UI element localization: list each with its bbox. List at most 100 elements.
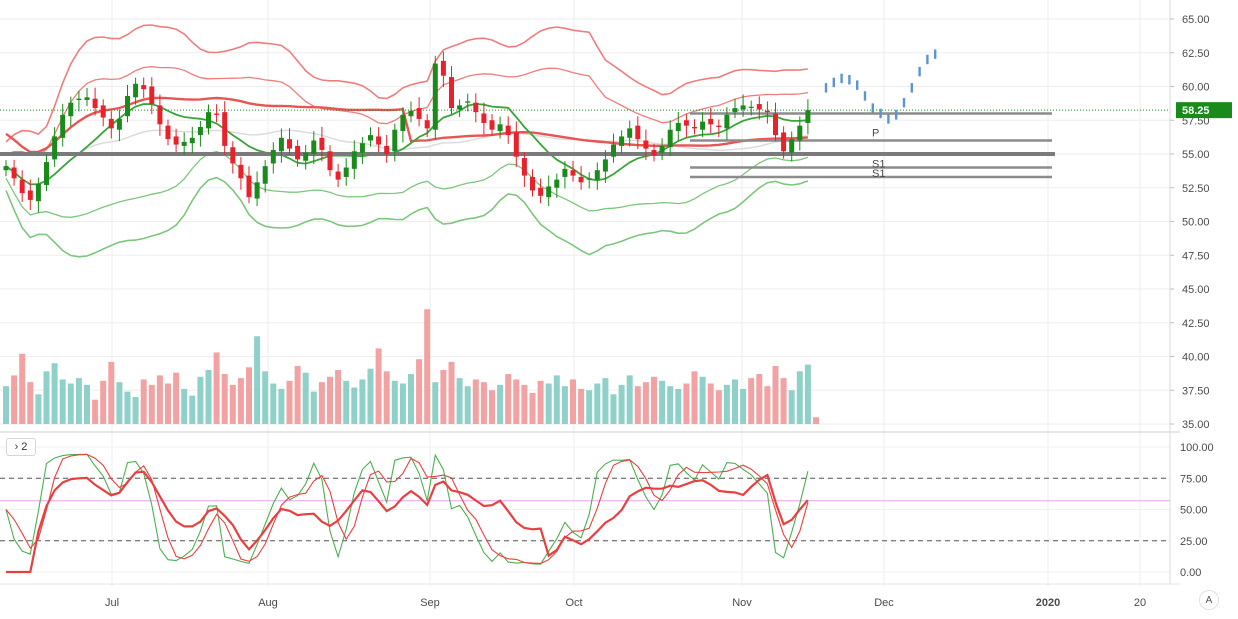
- candle-body: [19, 179, 25, 194]
- oscillator-strength-line: [6, 470, 809, 574]
- candle-body: [116, 118, 122, 130]
- volume-bar: [480, 382, 487, 424]
- candle-body: [797, 125, 803, 141]
- volume-bar: [537, 380, 544, 424]
- price-tick-label: 62.50: [1182, 48, 1210, 60]
- candle-body: [562, 168, 568, 177]
- pivot-label: S1: [872, 159, 885, 171]
- volume-bar: [148, 384, 155, 424]
- candle-body: [189, 137, 195, 144]
- oscillator-tick-label: 75.00: [1180, 473, 1208, 485]
- candle-body: [756, 104, 762, 110]
- candle-body: [683, 120, 689, 126]
- volume-bar: [440, 370, 447, 424]
- volume-bar: [772, 365, 779, 424]
- candle-body: [230, 147, 236, 164]
- volume-bar: [489, 390, 495, 424]
- candle-body: [84, 97, 90, 100]
- volume-bar: [545, 383, 552, 424]
- volume-bar: [302, 372, 309, 424]
- candle-body: [635, 125, 641, 140]
- volume-bar: [3, 386, 9, 424]
- volume-bar: [651, 376, 657, 424]
- candle-body: [651, 149, 657, 156]
- price-tick-label: 42.50: [1182, 318, 1210, 330]
- candle-body: [692, 127, 697, 129]
- price-tick-label: 52.50: [1182, 183, 1210, 195]
- volume-bar: [156, 375, 163, 424]
- volume-bar: [367, 368, 374, 424]
- price-tick-label: 50.00: [1182, 217, 1210, 229]
- time-label: 2020: [1036, 597, 1060, 609]
- price-tick-label: 45.00: [1182, 284, 1210, 296]
- oscillator-k-line: [5, 453, 809, 565]
- volume-bar: [67, 383, 74, 424]
- volume-bar: [505, 374, 512, 424]
- volume-bar: [553, 375, 560, 424]
- volume-bar: [165, 383, 171, 424]
- candle-body: [449, 77, 454, 109]
- volume-bar: [472, 379, 479, 424]
- volume-bar: [408, 374, 414, 424]
- volume-bar: [740, 388, 747, 424]
- volume-bar: [723, 384, 730, 424]
- volume-bar: [796, 371, 803, 424]
- volume-bar: [75, 378, 82, 424]
- candle-body: [238, 164, 244, 179]
- chevron-right-icon: ›: [14, 441, 19, 453]
- candle-body: [457, 105, 463, 110]
- volume-bar: [278, 388, 285, 424]
- price-tick-label: 60.00: [1182, 82, 1210, 94]
- volume-bar: [497, 384, 504, 424]
- candle-body: [473, 102, 479, 113]
- candle-body: [643, 140, 649, 149]
- time-label: Nov: [732, 597, 752, 609]
- candle-body: [611, 144, 616, 157]
- inner-upper-band-line: [5, 66, 809, 157]
- candle-body: [35, 183, 41, 202]
- candle-body: [173, 136, 179, 145]
- candle-body: [270, 149, 276, 164]
- candle-body: [400, 114, 406, 132]
- candle-body: [254, 182, 260, 199]
- price-tick-label: 65.00: [1182, 14, 1210, 26]
- volume-bar: [262, 371, 269, 424]
- auto-scale-button[interactable]: A: [1199, 590, 1219, 610]
- volume-bar: [424, 309, 431, 424]
- candle-body: [740, 105, 746, 110]
- candle-body: [246, 175, 252, 198]
- volume-bar: [359, 379, 366, 424]
- candle-body: [416, 108, 422, 119]
- volume-bar: [318, 382, 325, 424]
- time-label: Dec: [874, 597, 894, 609]
- candle-body: [667, 129, 673, 148]
- candle-body: [708, 118, 714, 125]
- volume-bar: [399, 383, 406, 424]
- candle-body: [586, 178, 592, 180]
- candle-layer: [3, 51, 811, 213]
- volume-bar: [391, 380, 398, 424]
- oscillator-tick-label: 50.00: [1180, 505, 1208, 517]
- oscillator-toggle-button[interactable]: › 2: [6, 438, 36, 456]
- volume-bar: [229, 384, 236, 424]
- volume-bar: [383, 371, 390, 424]
- volume-bar: [432, 382, 439, 424]
- candle-body: [262, 166, 268, 184]
- candle-body: [594, 170, 600, 180]
- volume-bar: [521, 384, 528, 424]
- volume-bar: [310, 391, 317, 424]
- volume-bar: [788, 390, 795, 424]
- candle-body: [157, 105, 163, 125]
- candle-body: [424, 120, 430, 129]
- volume-bar: [626, 375, 633, 424]
- volume-bar: [764, 386, 771, 424]
- volume-bar: [237, 378, 244, 424]
- volume-bar: [715, 390, 722, 424]
- volume-bar: [221, 374, 228, 424]
- candle-body: [627, 128, 633, 138]
- band-layer: [5, 24, 809, 258]
- forecast-layer: [824, 49, 937, 124]
- candle-body: [149, 86, 155, 105]
- time-label: Aug: [258, 597, 278, 609]
